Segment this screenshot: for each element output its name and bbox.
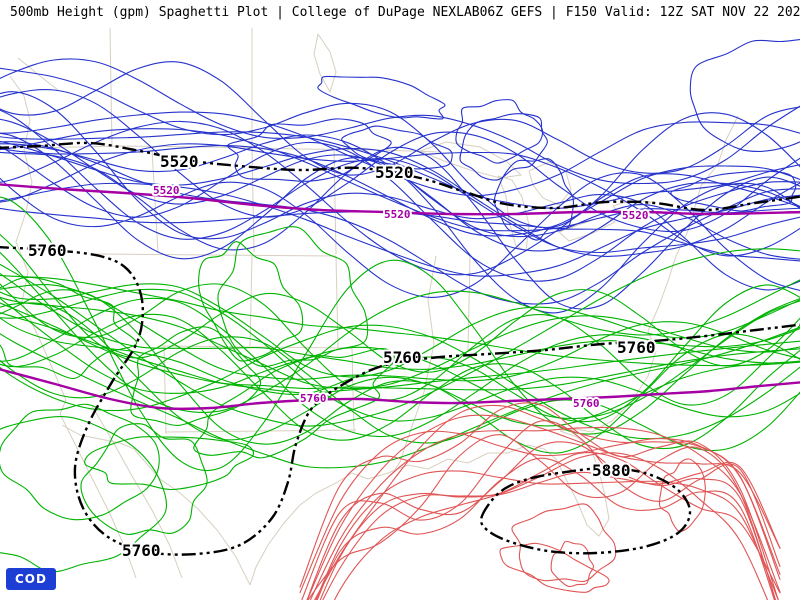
- title-bar: 500mb Height (gpm) Spaghetti Plot | Coll…: [0, 0, 800, 24]
- purple-contour-layer: [0, 183, 800, 411]
- contour-label-5760: 5760: [617, 338, 656, 357]
- contour-label-5520: 5520: [160, 152, 199, 171]
- contour-label-5760: 5760: [573, 397, 600, 410]
- contour-label-5520: 5520: [153, 184, 180, 197]
- contour-labels-layer: 5520 5520 5760 5760 5760 5760 5880 5520 5520 5520…: [26, 150, 658, 562]
- contour-label-5520: 5520: [384, 208, 411, 221]
- contour-label-5520: 5520: [375, 163, 414, 182]
- contour-label-5760: 5760: [122, 541, 161, 560]
- logo-text: COD: [15, 572, 47, 586]
- contour-label-5520: 5520: [622, 209, 649, 222]
- plot-title: 500mb Height (gpm) Spaghetti Plot | Coll…: [10, 4, 480, 20]
- cod-nexlab-logo: COD: [6, 568, 56, 590]
- black-contour-layer: [0, 141, 800, 556]
- contour-label-5760: 5760: [383, 348, 422, 367]
- model-valid-time: 06Z GEFS | F150 Valid: 12Z SAT NOV 22 20…: [479, 4, 800, 20]
- contour-label-5760: 5760: [300, 392, 327, 405]
- contour-label-5880: 5880: [592, 461, 631, 480]
- contour-label-5760: 5760: [28, 241, 67, 260]
- gefs-members-5760-layer: [0, 196, 800, 573]
- gefs-members-5520-layer: [0, 39, 800, 314]
